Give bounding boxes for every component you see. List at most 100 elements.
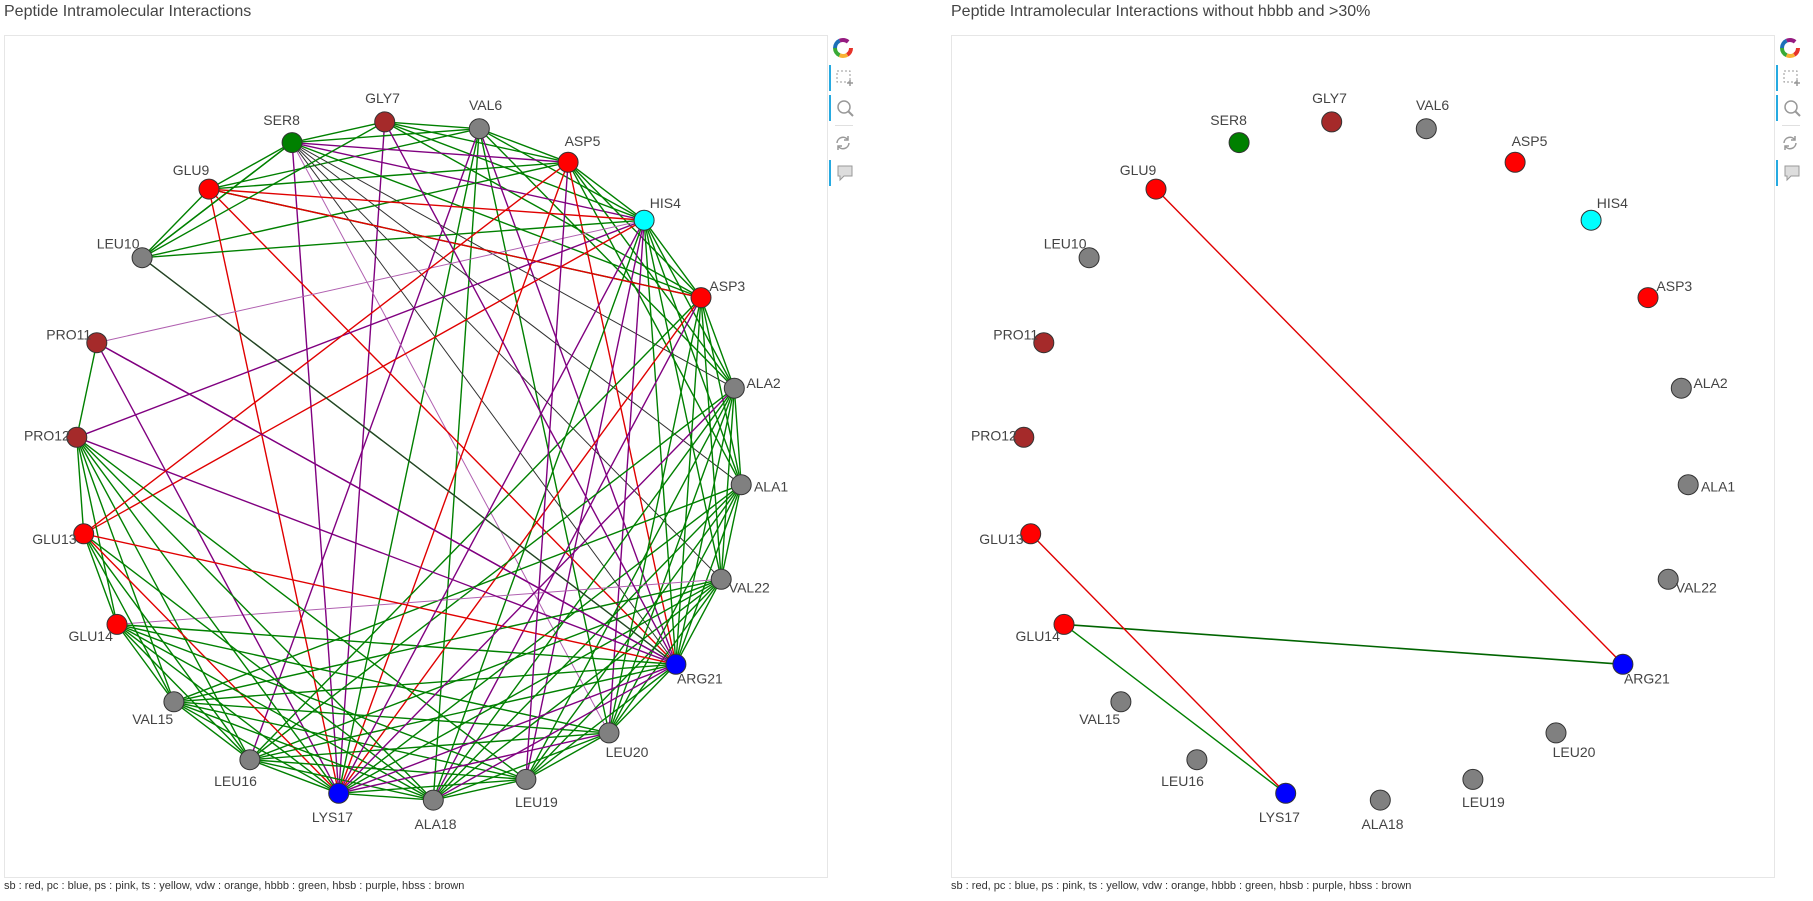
node-leu16[interactable] — [239, 749, 261, 771]
node-label-leu20: LEU20 — [606, 744, 649, 760]
node-label-ala2: ALA2 — [1693, 375, 1727, 391]
left-network-plot[interactable]: ALA1 ALA2 ASP3 HIS4 ASP5 VAL6 GLY7 SER8 GLU9 LEU1… — [4, 35, 828, 878]
edge-glu9-arg21 — [208, 188, 677, 665]
node-label-leu10: LEU10 — [1044, 235, 1087, 251]
reset-icon[interactable] — [829, 130, 855, 156]
node-asp3[interactable] — [690, 287, 712, 309]
node-label-val15: VAL15 — [1079, 711, 1120, 727]
edge-ser8-val22 — [291, 142, 722, 580]
edge-asp5-ala2 — [567, 161, 735, 389]
edge-val6-ala2 — [478, 128, 735, 389]
node-val22[interactable] — [1657, 568, 1679, 590]
node-ala18[interactable] — [422, 789, 444, 811]
right-network-plot[interactable]: ALA1 ALA2 ASP3 HIS4 ASP5 VAL6 GLY7 SER8 GLU9 LEU1… — [951, 35, 1775, 878]
box-zoom-icon[interactable] — [829, 65, 857, 91]
edge-asp3-ala18 — [432, 297, 702, 801]
bokeh-logo-icon[interactable] — [829, 35, 855, 61]
edge-val22-glu14 — [116, 578, 722, 625]
node-val15[interactable] — [163, 691, 185, 713]
edge-arg21-gly7 — [384, 121, 677, 665]
reset-icon[interactable] — [1776, 130, 1802, 156]
node-ala2[interactable] — [1670, 377, 1692, 399]
node-leu19[interactable] — [1462, 768, 1484, 790]
edge-glu9-his4 — [208, 188, 645, 221]
node-arg21[interactable] — [665, 653, 687, 675]
node-asp5[interactable] — [1504, 151, 1526, 173]
node-arg21[interactable] — [1612, 653, 1634, 675]
edge-asp5-asp3 — [567, 161, 702, 299]
left-toolbar — [829, 35, 859, 190]
edge-gly7-ser8 — [291, 121, 385, 144]
node-pro11[interactable] — [86, 332, 108, 354]
edge-glu13-glu14 — [83, 533, 118, 625]
node-gly7[interactable] — [1321, 111, 1343, 133]
node-label-ser8: SER8 — [1210, 112, 1247, 128]
toolbar-separator — [1782, 125, 1800, 126]
node-pro11[interactable] — [1033, 332, 1055, 354]
right-network-svg[interactable]: ALA1 ALA2 ASP3 HIS4 ASP5 VAL6 GLY7 SER8 GLU9 LEU1… — [951, 35, 1775, 878]
node-leu16[interactable] — [1186, 749, 1208, 771]
node-glu9[interactable] — [198, 178, 220, 200]
edge-glu9-lys17 — [208, 188, 340, 794]
node-glu13[interactable] — [1020, 523, 1042, 545]
node-leu20[interactable] — [1545, 722, 1567, 744]
node-ala1[interactable] — [1677, 474, 1699, 496]
node-glu14[interactable] — [1053, 613, 1075, 635]
edge-his4-val22 — [643, 220, 722, 580]
edge-ser8-his4 — [291, 141, 645, 221]
wheel-zoom-icon[interactable] — [1776, 95, 1804, 121]
node-glu13[interactable] — [73, 523, 95, 545]
bokeh-logo-icon[interactable] — [1776, 35, 1802, 61]
node-asp3[interactable] — [1637, 287, 1659, 309]
edge-his4-ala18 — [432, 219, 645, 801]
node-ser8[interactable] — [1228, 132, 1250, 154]
node-label-ala1: ALA1 — [1701, 478, 1735, 494]
edge-pro12-leu19 — [76, 436, 527, 780]
edge-pro12-lys17 — [76, 436, 340, 794]
left-network-svg[interactable]: ALA1 ALA2 ASP3 HIS4 ASP5 VAL6 GLY7 SER8 GLU9 LEU1… — [4, 35, 828, 878]
node-label-arg21: ARG21 — [677, 671, 723, 687]
edge-val22-lys17 — [338, 578, 722, 794]
node-ser8[interactable] — [281, 132, 303, 154]
wheel-zoom-icon[interactable] — [829, 95, 857, 121]
node-label-his4: HIS4 — [650, 195, 681, 211]
edge-leu10-ser8 — [141, 142, 293, 259]
node-ala1[interactable] — [730, 474, 752, 496]
node-asp5[interactable] — [557, 151, 579, 173]
edge-leu16-leu20 — [249, 732, 610, 761]
node-glu14[interactable] — [106, 613, 128, 635]
node-label-lys17: LYS17 — [1259, 809, 1300, 825]
node-pro12[interactable] — [66, 426, 88, 448]
edge-ala2-leu20 — [608, 387, 735, 734]
node-pro12[interactable] — [1013, 426, 1035, 448]
node-gly7[interactable] — [374, 111, 396, 133]
node-lys17[interactable] — [1275, 782, 1297, 804]
node-ala2[interactable] — [723, 377, 745, 399]
node-val15[interactable] — [1110, 691, 1132, 713]
edge-ala2-arg21 — [675, 388, 735, 665]
box-zoom-icon[interactable] — [1776, 65, 1804, 91]
node-ala18[interactable] — [1369, 789, 1391, 811]
edge-leu19-arg21 — [525, 663, 677, 780]
node-val6[interactable] — [1415, 118, 1437, 140]
edge-val15-val22 — [173, 578, 722, 703]
node-leu10[interactable] — [1078, 247, 1100, 269]
node-val6[interactable] — [468, 118, 490, 140]
edge-layer — [76, 121, 742, 801]
hover-icon[interactable] — [1776, 160, 1804, 186]
node-label-val6: VAL6 — [469, 97, 502, 113]
hover-icon[interactable] — [829, 160, 857, 186]
edge-asp3-arg21 — [675, 297, 702, 665]
node-leu10[interactable] — [131, 247, 153, 269]
node-his4[interactable] — [1580, 209, 1602, 231]
node-label-asp3: ASP3 — [1656, 278, 1692, 294]
node-his4[interactable] — [633, 209, 655, 231]
node-val22[interactable] — [710, 568, 732, 590]
edge-ala2-ala1 — [733, 388, 742, 485]
node-label-glu14: GLU14 — [1016, 628, 1061, 644]
node-lys17[interactable] — [328, 782, 350, 804]
edge-glu14-arg21 — [1063, 623, 1623, 666]
node-leu19[interactable] — [515, 768, 537, 790]
node-leu20[interactable] — [598, 722, 620, 744]
node-glu9[interactable] — [1145, 178, 1167, 200]
